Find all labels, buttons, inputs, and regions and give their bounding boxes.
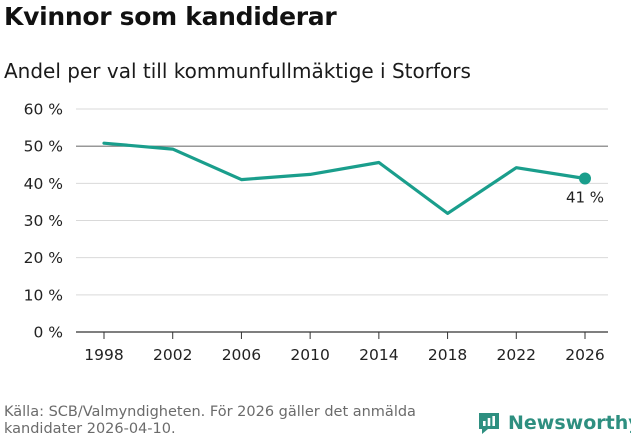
y-tick-label: 10 % <box>24 286 63 304</box>
y-tick-label: 60 % <box>24 101 63 119</box>
x-tick-label: 2026 <box>565 346 604 364</box>
x-tick-label: 2002 <box>153 346 192 364</box>
line-chart: 0 % 10 % 20 % 30 % 40 % 50 % 60 % 1998 2002 2006… <box>24 101 608 364</box>
x-tick-label: 2014 <box>359 346 398 364</box>
source-note: Källa: SCB/Valmyndigheten. För 2026 gäll… <box>4 404 416 437</box>
series: 41 % <box>102 141 604 215</box>
chart-title: Kvinnor som kandiderar <box>4 2 337 31</box>
x-tick-label: 2022 <box>497 346 536 364</box>
y-tick-label: 40 % <box>24 175 63 193</box>
x-tick-label: 1998 <box>84 346 123 364</box>
y-tick-label: 50 % <box>24 138 63 156</box>
series-line <box>102 141 587 215</box>
logo-text: Newsworthy <box>508 412 631 434</box>
chart-subtitle: Andel per val till kommunfullmäktige i S… <box>4 59 471 83</box>
x-tick-label: 2010 <box>290 346 329 364</box>
newsworthy-logo[interactable]: Newsworthy <box>476 410 631 436</box>
newsworthy-logo-icon <box>479 413 499 434</box>
y-tick-label: 0 % <box>33 324 63 342</box>
last-data-point <box>579 172 591 185</box>
x-axis-ticks: 1998 2002 2006 2010 2014 2018 2022 2026 <box>84 332 605 364</box>
y-axis-ticks: 0 % 10 % 20 % 30 % 40 % 50 % 60 % <box>24 101 63 342</box>
y-tick-label: 30 % <box>24 212 63 230</box>
x-tick-label: 2006 <box>222 346 261 364</box>
end-value-label: 41 % <box>566 189 604 207</box>
x-tick-label: 2018 <box>428 346 467 364</box>
grid-lines <box>76 108 608 333</box>
y-tick-label: 20 % <box>24 249 63 267</box>
